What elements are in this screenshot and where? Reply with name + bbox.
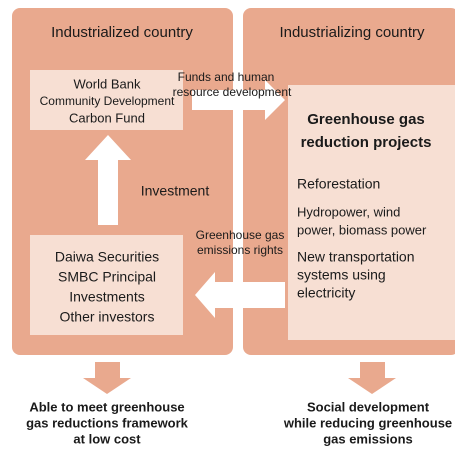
- projects-box: [288, 85, 455, 340]
- arrow-up: [85, 135, 131, 225]
- project-item: systems using: [297, 267, 386, 283]
- project-item: power, biomass power: [297, 222, 427, 237]
- box-text: World Bank: [74, 76, 141, 91]
- box-text: Other investors: [60, 309, 155, 325]
- outcome-text: gas emissions: [323, 431, 413, 446]
- box-text: Daiwa Securities: [55, 249, 159, 265]
- box-text: Community Development: [40, 94, 175, 108]
- flow-label: Funds and human: [178, 70, 275, 84]
- world-bank-box: [30, 70, 183, 130]
- project-item: Reforestation: [297, 176, 380, 192]
- flow-label: Investment: [141, 183, 210, 199]
- outcome-text: Social development: [307, 399, 430, 414]
- box-text: Carbon Fund: [69, 110, 145, 125]
- panel-title: Industrializing country: [279, 24, 425, 41]
- investors-box: [30, 235, 183, 335]
- box-text: Investments: [69, 289, 144, 305]
- outcome-text: Able to meet greenhouse: [29, 399, 184, 414]
- flow-label: emissions rights: [197, 243, 283, 257]
- flow-label: Greenhouse gas: [196, 228, 285, 242]
- panel-title: Industrialized country: [51, 24, 193, 41]
- arrow-down: [83, 362, 131, 394]
- arrow-down: [348, 362, 396, 394]
- outcome-text: gas reductions framework: [26, 415, 189, 430]
- project-item: electricity: [297, 285, 355, 301]
- outcome-text: at low cost: [73, 431, 141, 446]
- arrow-right: [192, 80, 285, 120]
- project-item: New transportation: [297, 249, 415, 265]
- box-title: Greenhouse gas: [307, 111, 425, 128]
- arrow-left: [195, 272, 285, 318]
- flow-label: resource development: [173, 85, 292, 99]
- box-text: SMBC Principal: [58, 269, 156, 285]
- project-item: Hydropower, wind: [297, 204, 400, 219]
- outcome-text: while reducing greenhouse: [283, 415, 452, 430]
- box-title: reduction projects: [301, 134, 432, 151]
